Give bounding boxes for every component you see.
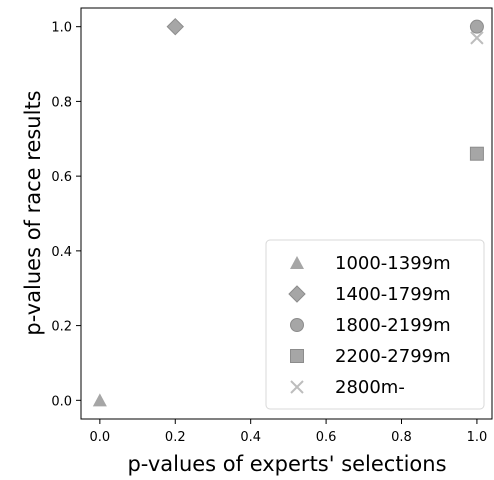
- point-x: [470, 31, 484, 45]
- legend-label: 2200-2799m: [335, 346, 451, 367]
- legend-marker-diamond-icon: [288, 285, 306, 303]
- y-tick-label: 0.4: [51, 245, 72, 260]
- y-axis-label: p-values of race results: [21, 90, 45, 335]
- legend-items: 1000-1399m 1400-1799m 1800-2199m 2200-2799m…: [288, 253, 451, 398]
- plot-frame: [80, 7, 493, 420]
- y-axis-ticks: 0.0 0.2 0.4 0.6 0.8 1.0: [51, 21, 81, 409]
- legend-label: 1400-1799m: [335, 284, 451, 305]
- legend-marker-triangle-icon: [290, 256, 304, 269]
- legend-marker-square-icon: [290, 349, 304, 363]
- y-tick-label: 0.6: [51, 170, 72, 185]
- y-tick-label: 0.2: [51, 320, 72, 335]
- point-diamond: [166, 17, 184, 36]
- plot-area: [80, 7, 493, 420]
- x-axis-ticks: 0.0 0.2 0.4 0.6 0.8 1.0: [90, 419, 488, 445]
- legend-marker-x-icon: [290, 380, 304, 394]
- legend-box: [265, 239, 485, 410]
- point-circle: [469, 19, 484, 34]
- y-tick-label: 0.0: [51, 394, 72, 409]
- x-tick-label: 1.0: [467, 430, 488, 445]
- legend-label: 2800m-: [335, 377, 405, 398]
- point-square: [469, 146, 484, 161]
- x-tick-label: 0.4: [240, 430, 261, 445]
- legend-label: 1800-2199m: [335, 315, 451, 336]
- legend: 1000-1399m 1400-1799m 1800-2199m 2200-2799m…: [265, 239, 485, 410]
- point-triangle: [92, 393, 107, 407]
- y-tick-label: 0.8: [51, 95, 72, 110]
- data-points: [92, 17, 484, 407]
- x-tick-label: 0.8: [391, 430, 412, 445]
- legend-marker-circle-icon: [290, 318, 304, 332]
- x-axis-label: p-values of experts' selections: [127, 452, 446, 476]
- y-tick-label: 1.0: [51, 21, 72, 36]
- x-tick-label: 0.0: [90, 430, 111, 445]
- x-tick-label: 0.2: [165, 430, 186, 445]
- legend-label: 1000-1399m: [335, 253, 451, 274]
- x-tick-label: 0.6: [316, 430, 337, 445]
